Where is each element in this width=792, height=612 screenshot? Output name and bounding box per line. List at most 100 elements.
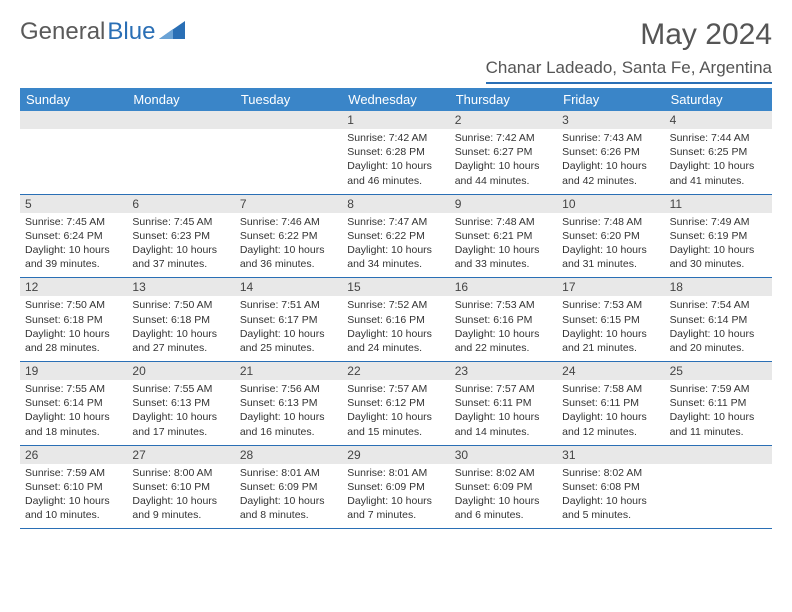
daylight-text: Daylight: 10 hours and 5 minutes. bbox=[562, 494, 659, 522]
sunset-text: Sunset: 6:09 PM bbox=[347, 480, 444, 494]
sunset-text: Sunset: 6:11 PM bbox=[455, 396, 552, 410]
day-cell bbox=[665, 446, 772, 529]
calendar-page: GeneralBlue May 2024 Chanar Ladeado, San… bbox=[0, 0, 792, 539]
sunset-text: Sunset: 6:09 PM bbox=[455, 480, 552, 494]
logo-text-2: Blue bbox=[107, 18, 155, 46]
day-details: Sunrise: 8:02 AMSunset: 6:09 PMDaylight:… bbox=[450, 464, 557, 529]
day-number: 31 bbox=[557, 446, 664, 464]
daylight-text: Daylight: 10 hours and 46 minutes. bbox=[347, 159, 444, 187]
sunrise-text: Sunrise: 7:59 AM bbox=[670, 382, 767, 396]
sunset-text: Sunset: 6:26 PM bbox=[562, 145, 659, 159]
day-details: Sunrise: 7:48 AMSunset: 6:20 PMDaylight:… bbox=[557, 213, 664, 278]
weekday-header-cell: Sunday bbox=[20, 88, 127, 111]
sunset-text: Sunset: 6:15 PM bbox=[562, 313, 659, 327]
day-details: Sunrise: 8:01 AMSunset: 6:09 PMDaylight:… bbox=[235, 464, 342, 529]
weekday-header-row: SundayMondayTuesdayWednesdayThursdayFrid… bbox=[20, 88, 772, 111]
daylight-text: Daylight: 10 hours and 44 minutes. bbox=[455, 159, 552, 187]
weekday-header-cell: Wednesday bbox=[342, 88, 449, 111]
daylight-text: Daylight: 10 hours and 16 minutes. bbox=[240, 410, 337, 438]
day-cell bbox=[127, 111, 234, 194]
sunset-text: Sunset: 6:18 PM bbox=[132, 313, 229, 327]
day-number: 17 bbox=[557, 278, 664, 296]
day-number: 22 bbox=[342, 362, 449, 380]
day-cell: 28Sunrise: 8:01 AMSunset: 6:09 PMDayligh… bbox=[235, 446, 342, 529]
day-cell: 26Sunrise: 7:59 AMSunset: 6:10 PMDayligh… bbox=[20, 446, 127, 529]
daylight-text: Daylight: 10 hours and 6 minutes. bbox=[455, 494, 552, 522]
day-details: Sunrise: 7:53 AMSunset: 6:16 PMDaylight:… bbox=[450, 296, 557, 361]
sunset-text: Sunset: 6:10 PM bbox=[132, 480, 229, 494]
sunrise-text: Sunrise: 7:43 AM bbox=[562, 131, 659, 145]
day-number: 29 bbox=[342, 446, 449, 464]
sunset-text: Sunset: 6:16 PM bbox=[455, 313, 552, 327]
sunrise-text: Sunrise: 7:59 AM bbox=[25, 466, 122, 480]
day-number: 1 bbox=[342, 111, 449, 129]
weekday-header-cell: Tuesday bbox=[235, 88, 342, 111]
day-number: 8 bbox=[342, 195, 449, 213]
logo: GeneralBlue bbox=[20, 18, 185, 46]
sunrise-text: Sunrise: 8:02 AM bbox=[455, 466, 552, 480]
sunrise-text: Sunrise: 7:53 AM bbox=[455, 298, 552, 312]
day-number: 11 bbox=[665, 195, 772, 213]
sunset-text: Sunset: 6:14 PM bbox=[670, 313, 767, 327]
calendar-grid: 1Sunrise: 7:42 AMSunset: 6:28 PMDaylight… bbox=[20, 111, 772, 529]
day-cell: 7Sunrise: 7:46 AMSunset: 6:22 PMDaylight… bbox=[235, 195, 342, 278]
day-number: 21 bbox=[235, 362, 342, 380]
day-number: 18 bbox=[665, 278, 772, 296]
sunrise-text: Sunrise: 7:45 AM bbox=[25, 215, 122, 229]
day-details: Sunrise: 7:42 AMSunset: 6:28 PMDaylight:… bbox=[342, 129, 449, 194]
daylight-text: Daylight: 10 hours and 41 minutes. bbox=[670, 159, 767, 187]
day-cell: 5Sunrise: 7:45 AMSunset: 6:24 PMDaylight… bbox=[20, 195, 127, 278]
sunrise-text: Sunrise: 8:01 AM bbox=[240, 466, 337, 480]
daylight-text: Daylight: 10 hours and 22 minutes. bbox=[455, 327, 552, 355]
sunrise-text: Sunrise: 7:54 AM bbox=[670, 298, 767, 312]
sunset-text: Sunset: 6:11 PM bbox=[670, 396, 767, 410]
day-cell: 15Sunrise: 7:52 AMSunset: 6:16 PMDayligh… bbox=[342, 278, 449, 361]
day-cell: 31Sunrise: 8:02 AMSunset: 6:08 PMDayligh… bbox=[557, 446, 664, 529]
daylight-text: Daylight: 10 hours and 11 minutes. bbox=[670, 410, 767, 438]
daylight-text: Daylight: 10 hours and 21 minutes. bbox=[562, 327, 659, 355]
sunset-text: Sunset: 6:21 PM bbox=[455, 229, 552, 243]
day-number: 3 bbox=[557, 111, 664, 129]
day-number: 4 bbox=[665, 111, 772, 129]
day-cell: 10Sunrise: 7:48 AMSunset: 6:20 PMDayligh… bbox=[557, 195, 664, 278]
day-number: 27 bbox=[127, 446, 234, 464]
sunrise-text: Sunrise: 7:42 AM bbox=[347, 131, 444, 145]
daylight-text: Daylight: 10 hours and 15 minutes. bbox=[347, 410, 444, 438]
day-cell: 21Sunrise: 7:56 AMSunset: 6:13 PMDayligh… bbox=[235, 362, 342, 445]
day-cell: 8Sunrise: 7:47 AMSunset: 6:22 PMDaylight… bbox=[342, 195, 449, 278]
day-details: Sunrise: 8:02 AMSunset: 6:08 PMDaylight:… bbox=[557, 464, 664, 529]
sunrise-text: Sunrise: 7:48 AM bbox=[562, 215, 659, 229]
daylight-text: Daylight: 10 hours and 14 minutes. bbox=[455, 410, 552, 438]
day-number bbox=[235, 111, 342, 129]
day-details bbox=[20, 129, 127, 187]
sunrise-text: Sunrise: 7:53 AM bbox=[562, 298, 659, 312]
day-cell: 2Sunrise: 7:42 AMSunset: 6:27 PMDaylight… bbox=[450, 111, 557, 194]
day-cell: 23Sunrise: 7:57 AMSunset: 6:11 PMDayligh… bbox=[450, 362, 557, 445]
day-cell: 12Sunrise: 7:50 AMSunset: 6:18 PMDayligh… bbox=[20, 278, 127, 361]
sunrise-text: Sunrise: 7:50 AM bbox=[132, 298, 229, 312]
sunset-text: Sunset: 6:12 PM bbox=[347, 396, 444, 410]
daylight-text: Daylight: 10 hours and 7 minutes. bbox=[347, 494, 444, 522]
sunset-text: Sunset: 6:27 PM bbox=[455, 145, 552, 159]
sunrise-text: Sunrise: 8:01 AM bbox=[347, 466, 444, 480]
day-details: Sunrise: 7:47 AMSunset: 6:22 PMDaylight:… bbox=[342, 213, 449, 278]
day-details: Sunrise: 7:50 AMSunset: 6:18 PMDaylight:… bbox=[20, 296, 127, 361]
daylight-text: Daylight: 10 hours and 39 minutes. bbox=[25, 243, 122, 271]
daylight-text: Daylight: 10 hours and 8 minutes. bbox=[240, 494, 337, 522]
sunrise-text: Sunrise: 7:51 AM bbox=[240, 298, 337, 312]
sunrise-text: Sunrise: 7:52 AM bbox=[347, 298, 444, 312]
day-cell: 13Sunrise: 7:50 AMSunset: 6:18 PMDayligh… bbox=[127, 278, 234, 361]
daylight-text: Daylight: 10 hours and 30 minutes. bbox=[670, 243, 767, 271]
week-row: 1Sunrise: 7:42 AMSunset: 6:28 PMDaylight… bbox=[20, 111, 772, 195]
day-details bbox=[235, 129, 342, 187]
month-title: May 2024 bbox=[486, 18, 772, 52]
week-row: 12Sunrise: 7:50 AMSunset: 6:18 PMDayligh… bbox=[20, 278, 772, 362]
daylight-text: Daylight: 10 hours and 34 minutes. bbox=[347, 243, 444, 271]
day-number: 20 bbox=[127, 362, 234, 380]
weekday-header-cell: Saturday bbox=[665, 88, 772, 111]
day-cell: 9Sunrise: 7:48 AMSunset: 6:21 PMDaylight… bbox=[450, 195, 557, 278]
day-number: 6 bbox=[127, 195, 234, 213]
day-details: Sunrise: 7:51 AMSunset: 6:17 PMDaylight:… bbox=[235, 296, 342, 361]
day-cell: 6Sunrise: 7:45 AMSunset: 6:23 PMDaylight… bbox=[127, 195, 234, 278]
day-details: Sunrise: 7:59 AMSunset: 6:10 PMDaylight:… bbox=[20, 464, 127, 529]
